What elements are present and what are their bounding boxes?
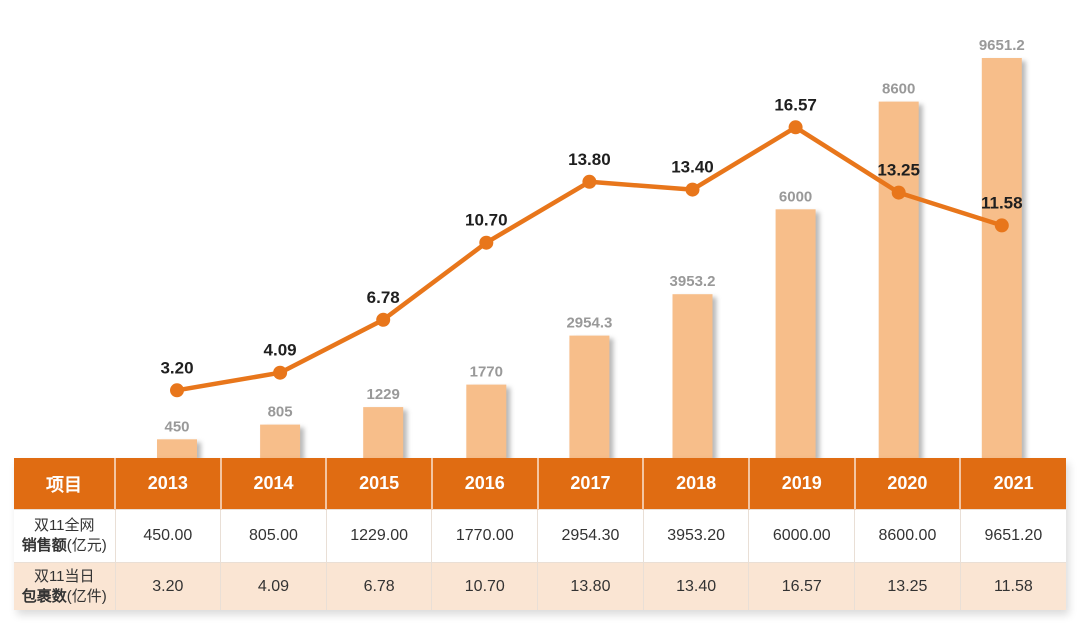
row-label-line2-bold: 销售额 — [21, 537, 67, 554]
table-cell: 8600.00 — [854, 509, 961, 563]
bar-2016 — [466, 384, 507, 458]
table-cell: 11.58 — [959, 562, 1066, 610]
line-marker-2019 — [788, 120, 803, 135]
bar-value-label-2019: 6000 — [779, 188, 812, 205]
table-row: 双11当日 包裹数(亿件) 3.20 4.09 6.78 10.70 13.80 13.40 1… — [14, 562, 1066, 610]
row-label: 双11当日包裹数(亿件) — [14, 562, 115, 610]
bar-value-label-2015: 1229 — [367, 386, 400, 403]
line-value-labels: 3.20 4.09 6.78 10.70 13.80 13.40 16.57 13.25 11.… — [160, 95, 1022, 377]
line-value-label-2016: 10.70 — [465, 211, 508, 230]
table-cell: 3953.20 — [642, 509, 749, 563]
row-label-line2-bold: 包裹数 — [21, 587, 67, 605]
row-label-line1: 双11当日 — [33, 567, 95, 585]
row-label-line2-unit: (亿元) — [66, 537, 107, 554]
table-cell: 2954.30 — [537, 509, 644, 563]
table-header-year-2013: 2013 — [114, 458, 221, 510]
bar-value-labels: 450 805 1229 1770 2954.3 3953.2 6000 8600 9651.2 — [164, 37, 1024, 435]
line-marker-2016 — [479, 235, 494, 250]
line-value-label-2013: 3.20 — [160, 358, 193, 377]
bar-value-label-2016: 1770 — [470, 364, 503, 381]
table-cell: 13.25 — [854, 562, 961, 610]
line-value-label-2019: 16.57 — [774, 95, 817, 114]
bar-2021 — [981, 58, 1022, 458]
table-header-year-2019: 2019 — [747, 458, 855, 510]
bar-value-label-2014: 805 — [268, 404, 293, 421]
line-series — [170, 120, 1009, 398]
table-header-item: 项目 — [14, 458, 115, 510]
table-cell: 13.80 — [537, 562, 644, 610]
table-cell: 1770.00 — [431, 509, 538, 563]
bar-2018 — [672, 294, 713, 458]
table-cell: 1229.00 — [325, 509, 432, 563]
table-header-year-2017: 2017 — [536, 458, 644, 510]
bar-2019 — [775, 209, 816, 458]
line-marker-2014 — [273, 365, 288, 380]
table-cell: 3.20 — [114, 562, 221, 610]
table-cell: 10.70 — [431, 562, 538, 610]
bar-value-label-2017: 2954.3 — [566, 315, 612, 332]
table-header-year-2021: 2021 — [959, 458, 1066, 510]
line-marker-2013 — [170, 383, 184, 398]
table-header-year-2015: 2015 — [325, 458, 432, 510]
bar-series — [157, 58, 1022, 458]
line-value-label-2017: 13.80 — [568, 150, 611, 169]
bar-value-label-2013: 450 — [164, 418, 189, 435]
table-cell: 6.78 — [325, 562, 432, 610]
line-marker-2020 — [891, 185, 906, 200]
table-cell: 450.00 — [114, 509, 221, 563]
table-cell: 4.09 — [220, 562, 327, 610]
line-value-label-2015: 6.78 — [367, 288, 400, 307]
table-cell: 13.40 — [642, 562, 749, 610]
bar-value-label-2021: 9651.2 — [979, 37, 1025, 54]
line-marker-2015 — [376, 312, 391, 327]
line-value-label-2021: 11.58 — [981, 193, 1023, 212]
table-header-year-2018: 2018 — [642, 458, 749, 510]
bar-2013 — [157, 439, 197, 458]
bar-2015 — [363, 407, 404, 458]
table-cell: 805.00 — [220, 509, 327, 563]
bar-value-label-2018: 3953.2 — [670, 273, 716, 290]
line-marker-2021 — [994, 218, 1009, 233]
line-value-label-2014: 4.09 — [264, 341, 297, 360]
table-header-year-2020: 2020 — [853, 458, 961, 510]
table-cell: 16.57 — [748, 562, 855, 610]
table-row: 双11全网 销售额(亿元) 450.00 805.00 1229.00 1770.00 29… — [14, 509, 1066, 563]
row-label-line1: 双11全网 — [33, 517, 95, 534]
bar-2020 — [878, 101, 919, 458]
bar-2014 — [260, 424, 301, 458]
table-header-year-2014: 2014 — [219, 458, 327, 510]
data-table: 项目 2013 2014 2015 2016 2017 2018 2019 2020 2021 双… — [14, 458, 1066, 610]
line-value-label-2018: 13.40 — [671, 158, 714, 177]
combo-chart: 450 805 1229 1770 2954.3 3953.2 6000 8600 9651.2… — [157, 37, 1025, 458]
table-cell: 9651.20 — [959, 509, 1066, 563]
line-marker-2017 — [582, 174, 597, 189]
line-marker-2018 — [685, 182, 700, 197]
row-label: 双11全网销售额(亿元) — [14, 509, 115, 563]
table-cell: 6000.00 — [748, 509, 855, 563]
row-label-line2-unit: (亿件) — [66, 587, 107, 605]
bar-2017 — [569, 335, 610, 458]
table-header-row: 项目 2013 2014 2015 2016 2017 2018 2019 2020 2021 — [14, 458, 1066, 510]
table-header-year-2016: 2016 — [430, 458, 538, 510]
bar-value-label-2020: 8600 — [882, 81, 915, 98]
line-value-label-2020: 13.25 — [877, 161, 920, 180]
